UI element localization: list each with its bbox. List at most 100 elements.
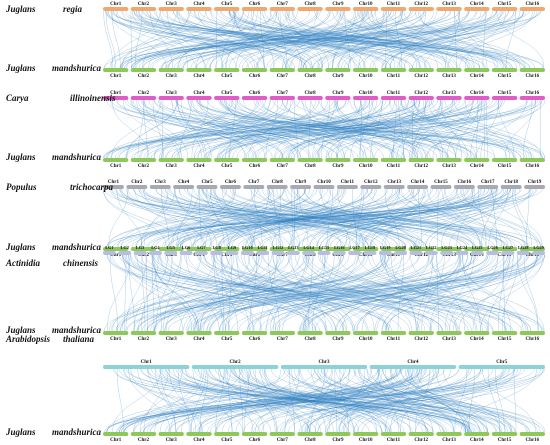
synteny-link bbox=[307, 368, 333, 433]
synteny-link bbox=[432, 99, 482, 159]
top-chrom-bar bbox=[148, 251, 162, 255]
top-chrom-label: LG24 bbox=[457, 245, 468, 250]
bottom-chrom-bar bbox=[519, 158, 545, 162]
top-chrom-label: Chr7 bbox=[248, 180, 260, 185]
bottom-chrom-bar bbox=[103, 331, 129, 335]
synteny-link bbox=[146, 254, 344, 332]
synteny-links bbox=[103, 10, 545, 69]
synteny-link bbox=[237, 99, 546, 159]
synteny-link bbox=[203, 99, 538, 159]
synteny-panel: Chr1 Chr2 Chr3 Chr4 Chr5 Chr6 Chr7 Chr8 Chr9 Chr1… bbox=[5, 180, 545, 258]
top-chrom-bar bbox=[455, 251, 469, 255]
synteny-link bbox=[109, 254, 118, 332]
synteny-link bbox=[121, 10, 177, 69]
synteny-link bbox=[498, 254, 505, 332]
synteny-link bbox=[233, 10, 513, 69]
bottom-chrom-bar bbox=[130, 68, 157, 72]
top-genus-label: Populus bbox=[6, 182, 37, 192]
synteny-link bbox=[160, 254, 487, 332]
synteny-link bbox=[166, 254, 460, 332]
bottom-chrom-bar bbox=[186, 432, 212, 436]
synteny-link bbox=[404, 10, 488, 69]
top-chrom-label: Chr4 bbox=[407, 360, 419, 365]
top-chrom-label: LG16 bbox=[334, 245, 345, 250]
synteny-link bbox=[263, 254, 472, 332]
bottom-chrom-label: Chr5 bbox=[221, 438, 233, 443]
bottom-chrom-label: Chr9 bbox=[332, 253, 344, 258]
synteny-link bbox=[260, 10, 507, 69]
synteny-link bbox=[140, 99, 238, 159]
synteny-link bbox=[301, 99, 473, 159]
synteny-link bbox=[416, 99, 453, 159]
synteny-link bbox=[144, 99, 189, 159]
synteny-link bbox=[140, 368, 471, 433]
synteny-link bbox=[128, 368, 474, 433]
synteny-link bbox=[119, 99, 347, 159]
synteny-link bbox=[177, 188, 463, 248]
synteny-link bbox=[453, 10, 504, 69]
top-chrom-bar bbox=[453, 185, 475, 189]
synteny-link bbox=[115, 99, 374, 159]
top-chrom-bar bbox=[380, 7, 407, 11]
bottom-chrom-label: Chr15 bbox=[498, 438, 512, 443]
top-chrom-label: Chr11 bbox=[341, 180, 355, 185]
synteny-link bbox=[336, 254, 459, 332]
synteny-link bbox=[298, 10, 341, 69]
bottom-chrom-label: Chr15 bbox=[498, 164, 512, 169]
synteny-link bbox=[103, 99, 419, 159]
top-chrom-label: Chr14 bbox=[470, 2, 484, 7]
top-chrom-bar bbox=[353, 7, 379, 11]
synteny-link bbox=[117, 368, 124, 433]
synteny-link bbox=[111, 188, 291, 248]
synteny-links bbox=[104, 368, 546, 433]
synteny-link bbox=[119, 368, 403, 433]
synteny-link bbox=[179, 188, 364, 248]
bottom-chrom-label: Chr15 bbox=[498, 74, 512, 79]
synteny-link bbox=[136, 254, 411, 332]
synteny-link bbox=[155, 254, 173, 332]
bottom-chrom-label: Chr3 bbox=[166, 253, 178, 258]
synteny-link bbox=[225, 99, 522, 159]
synteny-link bbox=[168, 10, 321, 69]
top-chrom-label: Chr16 bbox=[526, 91, 540, 96]
synteny-link bbox=[198, 10, 256, 69]
synteny-link bbox=[253, 10, 508, 69]
bottom-chrom-label: Chr3 bbox=[166, 74, 178, 79]
synteny-link bbox=[133, 10, 403, 69]
synteny-link bbox=[119, 10, 276, 69]
synteny-link bbox=[419, 10, 475, 69]
synteny-link bbox=[110, 188, 262, 248]
top-chrom-bar bbox=[336, 185, 358, 189]
top-chrom-bar bbox=[103, 7, 129, 11]
synteny-link bbox=[125, 10, 498, 69]
bottom-chrom-bar bbox=[380, 247, 407, 251]
synteny-link bbox=[180, 99, 207, 159]
synteny-link bbox=[478, 188, 487, 248]
synteny-link bbox=[201, 254, 357, 332]
bottom-chrom-label: Chr11 bbox=[387, 337, 401, 342]
bottom-species-label: mandshurica bbox=[52, 152, 102, 162]
synteny-link bbox=[152, 254, 193, 332]
synteny-links bbox=[103, 99, 546, 159]
top-chrom-label: Chr3 bbox=[166, 2, 178, 7]
synteny-link bbox=[250, 188, 474, 248]
synteny-link bbox=[501, 254, 519, 332]
synteny-link bbox=[125, 254, 147, 332]
top-chrom-label: LG17 bbox=[349, 245, 360, 250]
synteny-link bbox=[275, 99, 478, 159]
synteny-link bbox=[443, 368, 501, 433]
top-chrom-label: LG3 bbox=[136, 245, 144, 250]
bottom-chrom-bar bbox=[353, 68, 379, 72]
top-chrom-label: Chr1 bbox=[110, 2, 122, 7]
top-chrom-bar bbox=[394, 251, 408, 255]
synteny-link bbox=[150, 254, 280, 332]
bottom-chrom-label: Chr1 bbox=[110, 253, 122, 258]
top-chrom-bar bbox=[158, 96, 184, 100]
synteny-link bbox=[143, 188, 169, 248]
synteny-link bbox=[226, 254, 369, 332]
bottom-chrom-bar bbox=[130, 331, 157, 335]
bottom-chrom-bar bbox=[464, 432, 490, 436]
top-chrom-label: Chr3 bbox=[318, 360, 330, 365]
synteny-link bbox=[130, 10, 417, 69]
synteny-link bbox=[320, 188, 473, 248]
